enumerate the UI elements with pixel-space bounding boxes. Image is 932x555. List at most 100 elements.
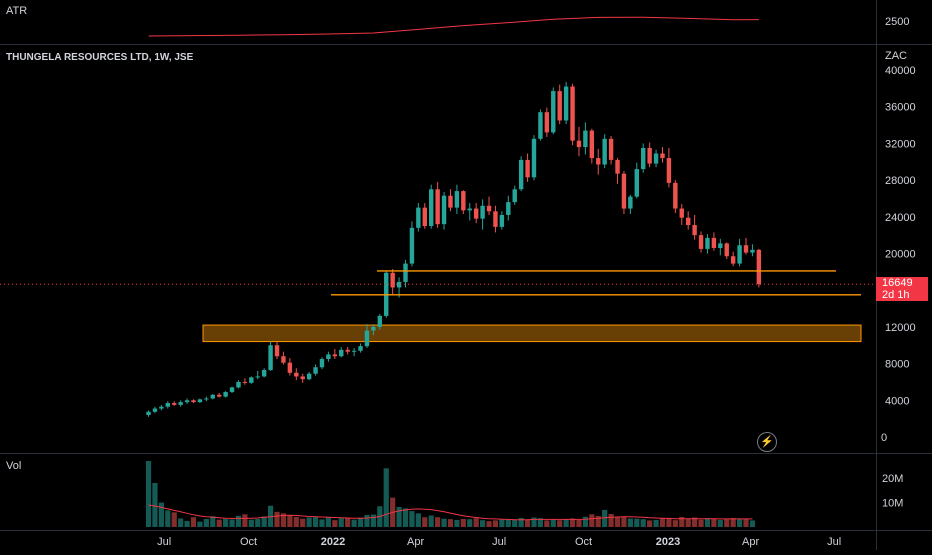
candle — [313, 364, 318, 376]
candle-body — [319, 359, 325, 368]
candle — [557, 84, 562, 125]
volume-bar — [531, 517, 537, 527]
candle-body — [685, 217, 691, 226]
volume-bar — [287, 515, 293, 527]
volume-bar — [679, 516, 685, 527]
candle — [416, 203, 421, 232]
volume-bar — [280, 513, 287, 527]
candle — [448, 189, 453, 212]
volume-bar — [736, 519, 743, 527]
price-tick: 36000 — [885, 102, 916, 114]
time-tick: Apr — [407, 536, 424, 548]
candle — [294, 368, 299, 381]
atr-label: ATR — [6, 5, 28, 17]
volume-bar — [647, 520, 653, 527]
volume-bar — [293, 516, 299, 527]
volume-bar — [165, 510, 171, 527]
volume-bar — [235, 515, 242, 527]
volume-bar — [576, 519, 582, 527]
candle-body — [255, 376, 260, 378]
candle — [576, 126, 582, 157]
candle — [653, 149, 659, 168]
price-tick: 8000 — [885, 359, 909, 371]
candle-body — [531, 138, 537, 178]
candle-body — [223, 392, 228, 397]
candle-body — [339, 349, 344, 357]
candle-body — [152, 408, 158, 412]
price-tick: 4000 — [885, 395, 909, 407]
volume-bar — [582, 516, 588, 527]
volume-bar — [152, 483, 158, 527]
candle-body — [396, 281, 402, 288]
volume-bar — [492, 520, 499, 527]
candle — [493, 205, 498, 233]
candle-body — [506, 202, 511, 215]
candle — [660, 147, 665, 163]
candle — [146, 410, 151, 417]
volume-bar — [357, 517, 364, 527]
candle-body — [730, 256, 736, 264]
candle — [429, 184, 434, 229]
candle — [551, 87, 556, 135]
candle-body — [589, 130, 595, 159]
price-tick: 20000 — [885, 249, 916, 261]
volume-bar — [614, 517, 621, 527]
candle — [191, 399, 196, 404]
candle-body — [666, 158, 672, 183]
candle — [730, 251, 736, 267]
candle — [249, 376, 254, 384]
candle — [512, 185, 517, 205]
candle-body — [422, 207, 427, 226]
volume-bar — [524, 519, 531, 527]
volume-bar — [563, 519, 569, 527]
volume-bar — [717, 519, 723, 527]
candle — [583, 122, 588, 155]
candle-body — [647, 147, 652, 164]
candle-body — [486, 205, 492, 212]
volume-bar — [242, 514, 248, 527]
time-tick: Oct — [575, 536, 592, 548]
candle — [756, 248, 762, 288]
candle — [345, 347, 350, 355]
candle-body — [191, 400, 196, 403]
time-tick: 2022 — [321, 536, 345, 548]
volume-tick: 10M — [882, 498, 903, 510]
volume-bar — [627, 518, 633, 527]
candle — [152, 406, 158, 414]
candle-body — [557, 91, 562, 121]
volume-bar — [569, 518, 576, 527]
candle-body — [172, 403, 177, 405]
volume-bar — [537, 518, 544, 527]
candle — [538, 109, 543, 141]
volume-bar — [608, 514, 614, 527]
candle — [467, 203, 472, 221]
candle — [531, 135, 537, 181]
candle — [570, 83, 575, 146]
volume-bar — [255, 518, 261, 527]
candle-body — [165, 403, 170, 407]
atr-line — [148, 16, 759, 37]
volume-bar — [743, 518, 749, 527]
candle — [268, 341, 273, 371]
time-tick: Apr — [742, 536, 759, 548]
volume-bar — [332, 520, 338, 527]
candle-body — [197, 399, 203, 403]
candle — [435, 181, 440, 228]
volume-tick: 20M — [882, 473, 903, 485]
candle — [641, 143, 646, 173]
candle — [743, 237, 749, 255]
volume-bar — [396, 506, 402, 527]
volume-bar — [518, 517, 524, 527]
candle-body — [364, 330, 370, 347]
candle-body — [351, 350, 357, 352]
candle-body — [345, 349, 350, 352]
volume-bar — [422, 517, 428, 527]
candle-body — [493, 211, 498, 227]
candle — [525, 153, 530, 182]
candle — [518, 156, 524, 192]
volume-ma-line — [148, 504, 753, 521]
volume-bar — [364, 515, 370, 527]
lightning-icon[interactable]: ⚡ — [757, 432, 777, 452]
time-tick: Jul — [827, 536, 841, 548]
